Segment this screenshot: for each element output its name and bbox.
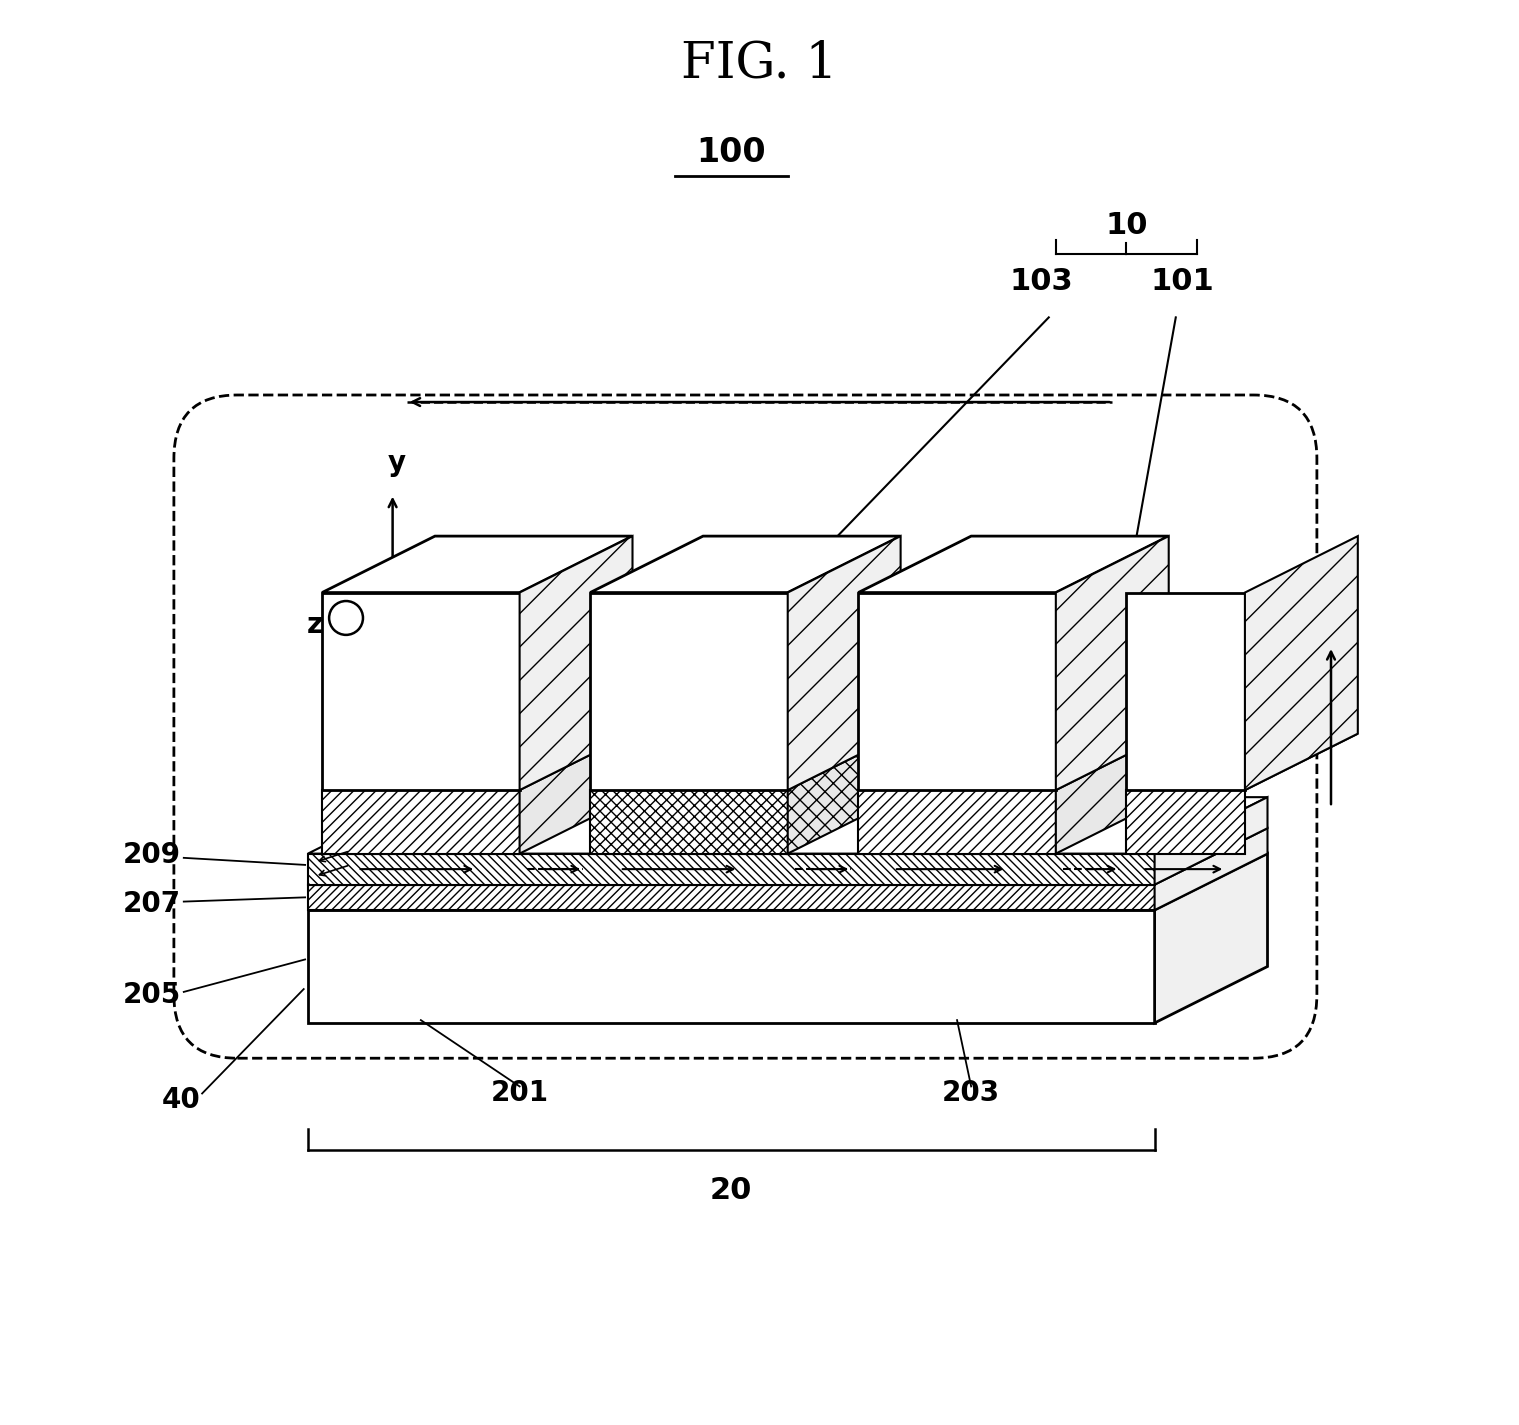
Text: 20: 20 bbox=[709, 1176, 752, 1206]
Polygon shape bbox=[1127, 734, 1358, 789]
Polygon shape bbox=[322, 536, 632, 593]
Text: 10: 10 bbox=[1106, 211, 1148, 239]
Polygon shape bbox=[308, 854, 1267, 911]
Polygon shape bbox=[308, 885, 1154, 911]
Text: 100: 100 bbox=[697, 137, 766, 170]
Polygon shape bbox=[858, 593, 1056, 789]
Circle shape bbox=[330, 601, 363, 636]
Polygon shape bbox=[1154, 854, 1267, 1023]
Polygon shape bbox=[1127, 593, 1246, 789]
Text: y: y bbox=[387, 449, 406, 477]
Polygon shape bbox=[519, 734, 632, 854]
Polygon shape bbox=[1127, 789, 1246, 854]
Text: 103: 103 bbox=[1010, 268, 1074, 296]
Text: 205: 205 bbox=[123, 980, 181, 1009]
Text: 201: 201 bbox=[491, 1079, 548, 1107]
Polygon shape bbox=[308, 797, 1267, 854]
Polygon shape bbox=[858, 734, 1168, 789]
Polygon shape bbox=[519, 536, 632, 789]
Text: 209: 209 bbox=[123, 841, 181, 869]
Polygon shape bbox=[322, 789, 519, 854]
Polygon shape bbox=[1154, 828, 1267, 911]
Polygon shape bbox=[308, 911, 1154, 1023]
Polygon shape bbox=[858, 789, 1056, 854]
Text: z: z bbox=[307, 611, 324, 638]
Polygon shape bbox=[788, 536, 901, 789]
Text: x: x bbox=[488, 553, 504, 581]
Polygon shape bbox=[591, 593, 788, 789]
Polygon shape bbox=[308, 828, 1267, 885]
Polygon shape bbox=[1246, 536, 1358, 789]
Text: FIG. 1: FIG. 1 bbox=[682, 38, 837, 88]
Text: 101: 101 bbox=[1151, 268, 1215, 296]
Polygon shape bbox=[788, 734, 901, 854]
Polygon shape bbox=[308, 854, 1154, 885]
Polygon shape bbox=[322, 593, 519, 789]
Polygon shape bbox=[591, 734, 901, 789]
Text: 40: 40 bbox=[161, 1086, 201, 1113]
Polygon shape bbox=[591, 789, 788, 854]
Polygon shape bbox=[1056, 734, 1168, 854]
Polygon shape bbox=[591, 536, 901, 593]
Polygon shape bbox=[1154, 797, 1267, 885]
Text: 203: 203 bbox=[942, 1079, 1000, 1107]
Polygon shape bbox=[322, 734, 632, 789]
Polygon shape bbox=[1056, 536, 1168, 789]
Polygon shape bbox=[858, 536, 1168, 593]
Text: 207: 207 bbox=[123, 891, 181, 918]
